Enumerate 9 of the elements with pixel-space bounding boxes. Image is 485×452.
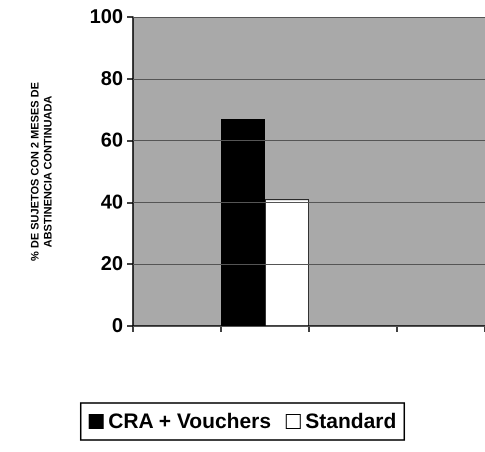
y-tick-label: 20	[100, 253, 123, 276]
y-tick-label: 80	[100, 68, 123, 90]
y-tick-label: 40	[100, 191, 123, 214]
legend-label: CRA + Vouchers	[108, 410, 272, 433]
legend-label: Standard	[305, 410, 396, 433]
y-axis-title: % DE SUJETOS CON 2 MESES DE ABSTINENCIA CONTINUADA	[30, 82, 54, 261]
y-tick-label: 0	[112, 315, 123, 337]
y-tick-label: 100	[90, 6, 123, 28]
y-tick-label: 60	[100, 130, 123, 152]
